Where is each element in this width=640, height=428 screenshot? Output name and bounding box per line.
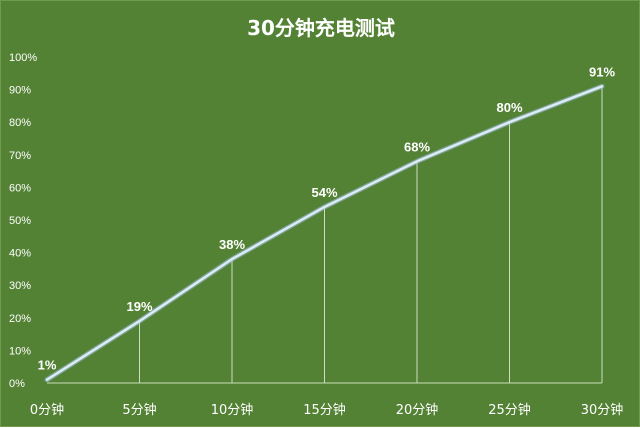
chart-title: 30分钟充电测试	[247, 16, 395, 40]
data-label: 91%	[589, 64, 615, 79]
series-line	[45, 85, 604, 381]
y-tick-label: 90%	[9, 85, 31, 97]
x-tick-label: 5分钟	[122, 402, 156, 418]
x-tick-label: 0分钟	[30, 402, 64, 418]
drop-lines	[139, 86, 603, 383]
y-tick-label: 60%	[9, 182, 31, 194]
data-label: 54%	[311, 185, 337, 200]
data-label: 38%	[219, 237, 245, 252]
data-label: 19%	[126, 299, 152, 314]
y-tick-label: 0%	[9, 378, 25, 390]
x-tick-label: 25分钟	[488, 402, 531, 418]
y-tick-label: 30%	[9, 280, 31, 292]
x-tick-label: 20分钟	[396, 402, 439, 418]
y-tick-label: 50%	[9, 215, 31, 227]
y-tick-label: 10%	[9, 345, 31, 357]
data-label: 1%	[38, 358, 57, 373]
x-tick-label: 10分钟	[211, 402, 254, 418]
x-axis-labels: 0分钟 5分钟 10分钟 15分钟 20分钟 25分钟 30分钟	[30, 402, 623, 418]
y-tick-label: 40%	[9, 248, 31, 260]
y-tick-label: 100%	[9, 52, 37, 64]
series-charge-level	[44, 83, 605, 383]
y-tick-label: 70%	[9, 150, 31, 162]
y-axis-labels: 0% 10% 20% 30% 40% 50% 60% 70% 80% 90% 100%	[9, 52, 37, 390]
data-labels: 1% 19% 38% 54% 68% 80% 91%	[38, 64, 616, 372]
y-tick-label: 20%	[9, 313, 31, 325]
data-label: 80%	[496, 100, 522, 115]
x-tick-label: 15分钟	[303, 402, 346, 418]
y-tick-label: 80%	[9, 117, 31, 129]
x-tick-label: 30分钟	[581, 402, 624, 418]
data-label: 68%	[404, 139, 430, 154]
